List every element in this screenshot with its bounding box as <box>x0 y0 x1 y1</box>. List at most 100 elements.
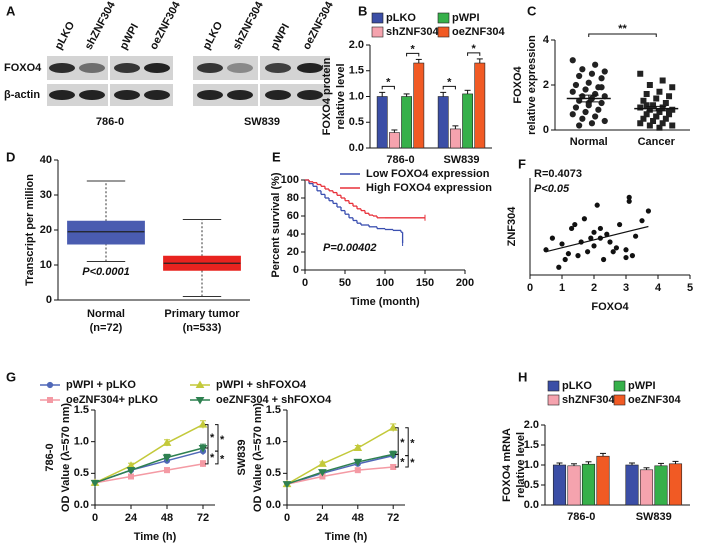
x-tick-label: 3 <box>623 282 629 294</box>
data-point <box>604 231 610 237</box>
data-point <box>645 208 652 214</box>
blot-band <box>297 63 323 73</box>
significance-bracket <box>405 455 409 468</box>
data-point <box>662 115 669 122</box>
significance-bracket <box>395 453 399 468</box>
data-point <box>623 247 629 253</box>
significance-bracket <box>467 52 481 56</box>
group-label: 786-0 <box>96 116 124 128</box>
x-tick-note: (n=72) <box>90 322 123 334</box>
series-line <box>94 423 204 484</box>
bar <box>437 96 449 149</box>
bar <box>668 463 683 506</box>
x-tick-label: 24 <box>125 512 138 524</box>
legend-label: oeZNF304+ pLKO <box>66 394 158 406</box>
annotation: P<0.05 <box>534 183 570 195</box>
legend-label: pWPI + shFOXO4 <box>216 379 307 391</box>
y-axis-label: Percent survival (%) <box>270 172 282 277</box>
data-point <box>637 104 644 111</box>
legend-label: High FOXO4 expression <box>366 182 492 194</box>
legend-label: pLKO <box>562 380 592 392</box>
data-point <box>656 109 663 115</box>
data-point <box>662 100 669 106</box>
y-tick-label: 30 <box>40 189 52 201</box>
data-point <box>569 225 575 232</box>
x-axis-label: FOXO4 <box>591 301 629 313</box>
y-tick-label: 60 <box>287 210 299 222</box>
data-point <box>623 254 629 261</box>
data-point <box>592 61 599 68</box>
annotation: P<0.0001 <box>82 266 129 278</box>
data-point <box>572 221 578 228</box>
legend-swatch <box>547 380 560 392</box>
bar <box>462 93 473 149</box>
bar <box>596 455 610 506</box>
blot-band <box>197 90 223 100</box>
significance-label: * <box>210 452 215 464</box>
data-point <box>592 113 599 120</box>
x-tick-label: 5 <box>687 282 693 294</box>
panel-letter: F <box>518 156 526 171</box>
data-point <box>549 235 556 241</box>
blot-band <box>265 63 291 73</box>
data-point <box>198 445 208 453</box>
y-tick-label: 0.5 <box>266 467 281 479</box>
legend-swatch <box>547 394 560 406</box>
data-point <box>556 264 562 270</box>
data-point <box>388 451 398 459</box>
blot-band <box>79 63 105 73</box>
x-tick-label: 0 <box>92 512 98 524</box>
y-tick-label: 0 <box>46 294 52 306</box>
lane-label: pLKO <box>201 19 226 51</box>
data-point <box>597 225 604 232</box>
bar <box>388 132 400 149</box>
y-tick-label: 0.0 <box>74 499 89 511</box>
annotation: R=0.4073 <box>534 168 582 180</box>
blot-band <box>144 63 170 73</box>
significance-bracket <box>215 450 219 465</box>
x-tick-label: SW839 <box>636 511 672 523</box>
blot-band <box>49 63 75 73</box>
series-line <box>286 466 394 485</box>
legend-label: Low FOXO4 expression <box>366 168 490 180</box>
y-tick-label: 0.5 <box>524 479 539 491</box>
data-point <box>656 88 663 95</box>
bar <box>581 463 596 506</box>
x-tick-label: 150 <box>416 277 434 289</box>
data-point <box>669 122 676 129</box>
legend-marker <box>195 380 205 388</box>
significance-label: * <box>386 76 391 88</box>
significance-bracket <box>588 33 657 37</box>
legend-label: pWPI <box>452 12 480 24</box>
data-point <box>598 84 605 91</box>
data-point <box>569 88 576 95</box>
data-point <box>640 97 647 104</box>
y-tick-label: 0 <box>293 264 299 276</box>
bar <box>552 464 567 506</box>
y-tick-label: 2.0 <box>524 419 539 431</box>
y-tick-label: 1.0 <box>349 90 364 102</box>
data-point <box>569 111 576 118</box>
bar <box>639 469 654 506</box>
y-axis-label: Transcript per million <box>24 174 36 286</box>
x-tick-note: (n=533) <box>183 322 222 334</box>
data-point <box>646 122 653 129</box>
x-tick-label: 72 <box>197 512 209 524</box>
data-point <box>390 464 397 470</box>
x-tick-label: Normal <box>87 308 125 320</box>
fit-line <box>545 225 649 253</box>
data-point <box>575 253 581 259</box>
data-point <box>643 91 650 97</box>
bar <box>413 62 425 149</box>
y-tick-label: 20 <box>287 246 299 258</box>
x-tick-label: 24 <box>316 512 329 524</box>
legend-swatch <box>437 26 450 38</box>
data-point <box>90 479 100 488</box>
blot-band <box>144 90 170 100</box>
row-label: β-actin <box>4 89 40 101</box>
significance-bracket <box>205 447 209 465</box>
significance-label: ** <box>618 23 627 35</box>
data-point <box>626 194 632 200</box>
blot-background <box>260 84 330 106</box>
data-point <box>626 198 632 204</box>
